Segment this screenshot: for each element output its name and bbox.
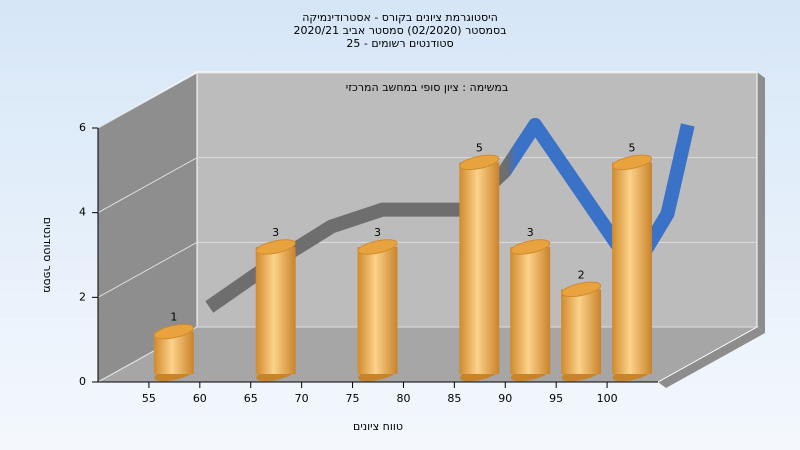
floor: [96, 326, 759, 383]
data-label: 1: [170, 311, 177, 324]
y-tick-label: 2: [79, 290, 86, 303]
data-label: 5: [629, 141, 636, 154]
bar-top: [357, 239, 398, 255]
x-tick-label: 95: [549, 392, 563, 405]
x-tick-label: 65: [244, 392, 258, 405]
x-tick-label: 85: [447, 392, 461, 405]
bar: [357, 247, 398, 374]
data-label: 3: [527, 226, 534, 239]
bar-top: [153, 323, 194, 340]
bar: [255, 247, 296, 374]
floor-edge: [658, 327, 765, 388]
y-tick-label: 0: [79, 375, 86, 388]
title-line: סטודנטים רשומים - 25: [346, 37, 453, 50]
grid-line: [97, 72, 198, 129]
bar-top: [561, 281, 602, 298]
bar-top: [459, 154, 500, 171]
bar: [459, 162, 500, 374]
grid-line: [97, 241, 198, 298]
y-tick-label: 4: [79, 206, 86, 219]
bar: [510, 247, 551, 374]
title-line: היסטוגרמת ציונים בקורס - אסטרודינמיקה: [302, 11, 498, 24]
bar-top: [255, 239, 296, 255]
wall-edge: [757, 72, 765, 333]
x-tick-label: 55: [142, 392, 156, 405]
x-axis-label: טווח ציונים: [353, 420, 403, 433]
bar: [612, 162, 652, 374]
grid-line: [97, 157, 198, 214]
data-label: 3: [374, 226, 381, 239]
y-axis-label: מספר סטודנטים: [41, 217, 54, 293]
x-tick-label: 100: [597, 392, 618, 405]
x-tick-label: 60: [193, 392, 207, 405]
title-line: בסמסטר (02/2020) סמסטר אביב 2020/21: [293, 24, 506, 37]
x-tick-label: 75: [346, 392, 360, 405]
y-tick-label: 6: [79, 121, 86, 134]
x-tick-label: 90: [498, 392, 512, 405]
annotation: במשימה : ציון סופי במחשב המרכזי: [346, 81, 509, 94]
x-tick-label: 70: [295, 392, 309, 405]
x-tick-label: 80: [396, 392, 410, 405]
bar-top: [510, 239, 551, 255]
data-label: 3: [272, 226, 279, 239]
bar-top: [611, 154, 653, 171]
data-label: 2: [578, 268, 585, 281]
bar: [561, 289, 602, 374]
data-label: 5: [476, 141, 483, 154]
